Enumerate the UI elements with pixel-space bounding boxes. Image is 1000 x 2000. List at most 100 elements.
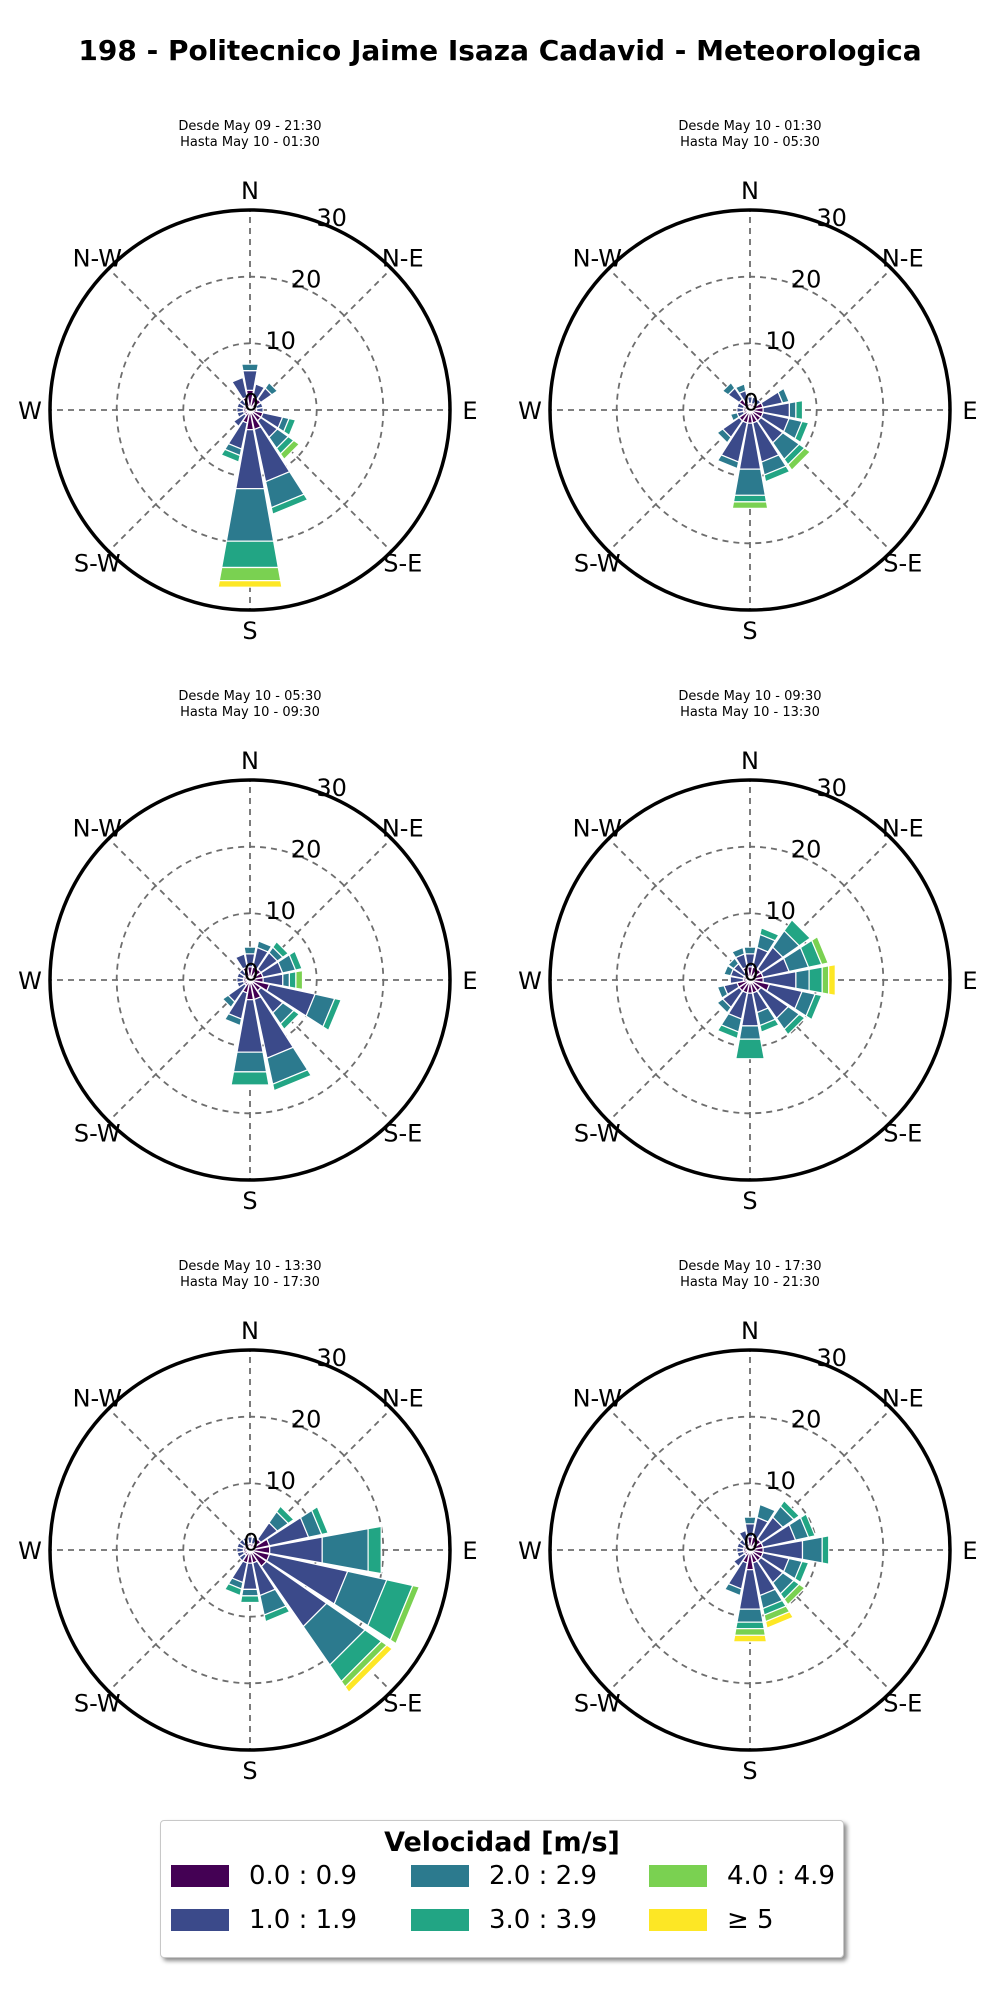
legend-item: 4.0 : 4.9 bbox=[649, 1861, 835, 1891]
wind-bar-segment bbox=[716, 985, 729, 999]
compass-label: N bbox=[741, 1317, 759, 1345]
wind-bar-segment bbox=[218, 566, 282, 582]
compass-label: N-E bbox=[382, 244, 424, 272]
compass-label: N-W bbox=[573, 814, 622, 842]
compass-label: N-E bbox=[382, 1384, 424, 1412]
compass-label: W bbox=[518, 1537, 542, 1565]
wind-bar-segment bbox=[801, 1536, 823, 1564]
compass-label: S-E bbox=[383, 1120, 422, 1148]
compass-label: W bbox=[18, 1537, 42, 1565]
radial-tick-label: 0 bbox=[243, 959, 258, 987]
wind-bar-segment bbox=[322, 997, 343, 1032]
legend-swatch bbox=[411, 1909, 469, 1931]
wind-bar-segment bbox=[732, 1634, 768, 1643]
wind-bar-segment bbox=[282, 972, 290, 988]
compass-label: S bbox=[242, 617, 257, 645]
wind-bar-segment bbox=[734, 383, 747, 394]
panel-subtitle: Desde May 10 - 17:30 bbox=[678, 1259, 821, 1274]
legend-item: 0.0 : 0.9 bbox=[171, 1861, 357, 1891]
wind-bar-segment bbox=[743, 1516, 757, 1525]
wind-bar-segment bbox=[783, 1013, 806, 1036]
grid-spoke bbox=[107, 837, 251, 981]
wind-bar-segment bbox=[738, 1025, 762, 1040]
wind-bar-segment bbox=[732, 1553, 747, 1568]
compass-label: N-W bbox=[73, 814, 122, 842]
outer-ring bbox=[48, 778, 452, 1182]
wind-bar-segment bbox=[234, 953, 248, 970]
wind-bar-segment bbox=[738, 1529, 750, 1546]
wind-bar-segment bbox=[764, 1610, 795, 1630]
compass-label: S-E bbox=[383, 1690, 422, 1718]
wind-bar-segment bbox=[282, 417, 297, 437]
wind-bar-segment bbox=[225, 488, 275, 542]
wind-bar-segment bbox=[756, 1503, 777, 1523]
wind-bar-segment bbox=[256, 940, 273, 953]
legend-label: 2.0 : 2.9 bbox=[489, 1861, 597, 1891]
panel-subtitle: Hasta May 10 - 09:30 bbox=[180, 705, 320, 720]
radial-tick-label: 10 bbox=[765, 897, 796, 925]
radial-tick-label: 20 bbox=[291, 1405, 322, 1433]
panel-subtitle: Hasta May 10 - 13:30 bbox=[680, 705, 820, 720]
legend-swatch bbox=[171, 1909, 229, 1931]
panel-subtitle: Hasta May 10 - 17:30 bbox=[180, 1275, 320, 1290]
wind-bar-segment bbox=[731, 946, 745, 959]
compass-label: S-W bbox=[74, 550, 121, 578]
compass-label: N-W bbox=[73, 244, 122, 272]
wind-bar-segment bbox=[808, 966, 823, 994]
compass-label: S-W bbox=[574, 550, 621, 578]
wind-bar-segment bbox=[220, 448, 241, 463]
radial-tick-label: 30 bbox=[816, 204, 847, 232]
compass-label: S bbox=[242, 1757, 257, 1785]
wind-bar-segment bbox=[733, 1628, 767, 1636]
wind-bar-segment bbox=[389, 1584, 421, 1645]
outer-ring bbox=[548, 778, 952, 1182]
wind-bar-segment bbox=[239, 1595, 261, 1604]
wind-bar-segment bbox=[217, 579, 283, 588]
compass-label: S-E bbox=[883, 1120, 922, 1148]
radial-tick-label: 20 bbox=[791, 835, 822, 863]
grid-spoke bbox=[607, 837, 751, 981]
wind-bar-segment bbox=[275, 1505, 295, 1525]
wind-bar-segment bbox=[821, 965, 830, 995]
wind-bar-segment bbox=[794, 420, 810, 444]
wind-bar-segment bbox=[721, 381, 736, 396]
legend-label: ≥ 5 bbox=[727, 1905, 774, 1935]
wind-bar-segment bbox=[310, 1505, 330, 1536]
compass-label: S-W bbox=[74, 1120, 121, 1148]
panel-subtitle: Desde May 10 - 09:30 bbox=[678, 689, 821, 704]
wind-bar-segment bbox=[263, 1605, 291, 1623]
legend-label: 3.0 : 3.9 bbox=[489, 1905, 597, 1935]
wind-bar-segment bbox=[243, 946, 257, 955]
wind-bar-segment bbox=[295, 969, 304, 991]
compass-label: S-E bbox=[383, 550, 422, 578]
grid-spoke bbox=[607, 1549, 751, 1693]
wind-bar-segment bbox=[288, 950, 303, 971]
wind-bar-segment bbox=[805, 993, 823, 1021]
radial-tick-label: 10 bbox=[265, 327, 296, 355]
wind-bar-segment bbox=[270, 493, 309, 516]
wind-bar-segment bbox=[788, 400, 797, 420]
legend-label: 1.0 : 1.9 bbox=[249, 1905, 357, 1935]
wind-bar-segment bbox=[763, 465, 791, 483]
wind-bar-segment bbox=[367, 1525, 382, 1575]
compass-label: E bbox=[962, 397, 977, 425]
outer-ring bbox=[548, 208, 952, 612]
wind-bar-segment bbox=[252, 383, 266, 400]
compass-label: N bbox=[241, 1317, 259, 1345]
compass-label: S-E bbox=[883, 550, 922, 578]
outer-ring bbox=[48, 1348, 452, 1752]
compass-label: E bbox=[962, 1537, 977, 1565]
compass-label: N-W bbox=[573, 1384, 622, 1412]
wind-bar-segment bbox=[723, 964, 734, 977]
wind-bar-segment bbox=[716, 1024, 740, 1040]
radial-tick-label: 0 bbox=[243, 1529, 258, 1557]
wind-bar-segment bbox=[272, 1069, 313, 1092]
legend-title: Velocidad [m/s] bbox=[384, 1827, 620, 1858]
wind-bar-segment bbox=[821, 1535, 830, 1565]
